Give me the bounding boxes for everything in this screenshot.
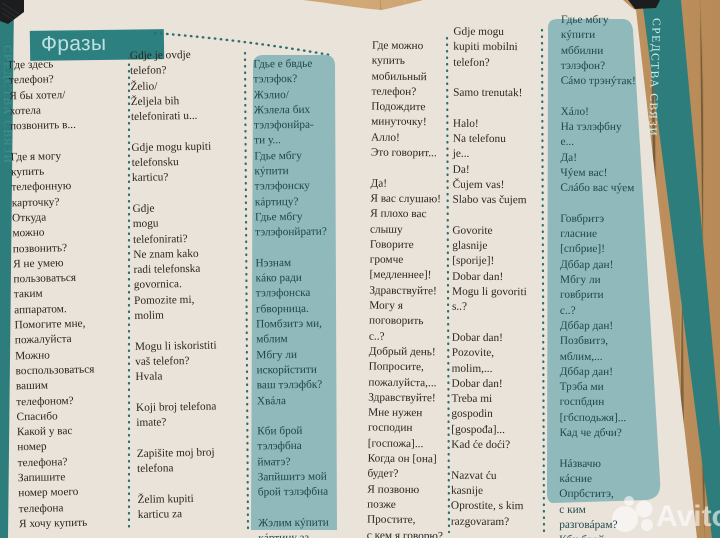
svg-text:Avito: Avito [656,500,720,533]
